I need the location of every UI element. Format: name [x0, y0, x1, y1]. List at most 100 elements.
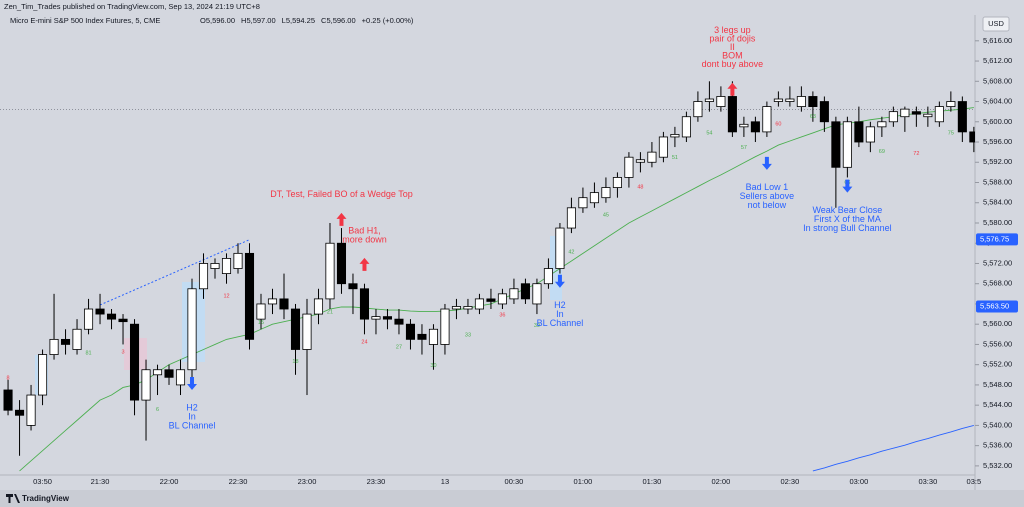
- candle-body: [773, 98, 783, 102]
- price-label-box: [976, 233, 1018, 246]
- candle-body: [440, 308, 450, 345]
- y-tick-label: 5,612.00: [983, 56, 1012, 65]
- x-tick-label: 23:30: [367, 477, 386, 486]
- candle-body: [382, 316, 393, 320]
- annotation-text: In: [188, 411, 196, 421]
- candle-body: [325, 242, 335, 300]
- candle-body: [819, 101, 829, 123]
- y-tick-label: 5,596.00: [983, 137, 1012, 146]
- annotation-arrow: [761, 156, 772, 170]
- candle-body: [83, 308, 94, 330]
- annotation-text: not below: [748, 200, 787, 210]
- bar-count: 21: [327, 310, 333, 316]
- bar-count: 8: [7, 375, 10, 381]
- bar-count: 69: [879, 149, 885, 155]
- bar-count: 6: [156, 407, 159, 413]
- candle-body: [486, 298, 496, 302]
- candle-body: [198, 263, 209, 290]
- x-tick-label: 02:00: [712, 477, 731, 486]
- candle-body: [831, 121, 841, 168]
- bar-count: 33: [465, 332, 471, 338]
- candle-body: [210, 263, 220, 269]
- bar-count: 75: [948, 130, 954, 136]
- candle-body: [934, 106, 944, 123]
- x-tick-label: 21:30: [91, 477, 110, 486]
- candle-body: [739, 123, 749, 128]
- candle-body: [38, 354, 48, 396]
- x-tick-label: 03:5: [967, 477, 982, 486]
- candle-body: [233, 252, 243, 269]
- x-tick-label: 03:50: [33, 477, 52, 486]
- annotation-arrow: [359, 257, 370, 271]
- bar-count: 27: [396, 344, 402, 350]
- annotation-text: Bad H1,: [348, 225, 381, 235]
- footer-brand: TradingView: [22, 494, 70, 503]
- candle-body: [555, 227, 565, 269]
- bar-count: 3: [121, 349, 124, 355]
- candle-body: [865, 126, 875, 143]
- ohlc-value: L5,594.25: [282, 16, 315, 25]
- y-tick-label: 5,548.00: [983, 380, 1012, 389]
- publisher: Zen_Tim_Trades published on TradingView.…: [4, 2, 260, 11]
- candle-body: [244, 252, 255, 340]
- candle-body: [405, 323, 416, 340]
- candle-body: [601, 187, 611, 199]
- currency[interactable]: USD: [988, 19, 1004, 28]
- currency-box[interactable]: [982, 16, 1010, 32]
- annotation-text: BL Channel: [537, 318, 584, 328]
- bar-count: 81: [85, 350, 91, 356]
- annotation-text: II: [730, 42, 735, 52]
- candle-body: [957, 101, 967, 133]
- candle-body: [532, 283, 542, 305]
- bar-count: 15: [258, 320, 264, 326]
- candle-body: [796, 96, 806, 107]
- bar-count: 48: [637, 185, 643, 191]
- x-tick-label: 01:30: [643, 477, 662, 486]
- bar-count: 63: [810, 114, 816, 120]
- annotation-text: H2: [554, 300, 566, 310]
- annotation-text: DT, Test, Failed BO of a Wedge Top: [270, 189, 413, 199]
- candle-body: [26, 394, 36, 426]
- candle-body: [969, 131, 975, 143]
- logo: [6, 494, 20, 503]
- x-tick-label: 22:00: [160, 477, 179, 486]
- candle-body: [118, 318, 128, 323]
- candle-body: [60, 338, 71, 345]
- candle-body: [693, 101, 703, 118]
- candle-body: [762, 106, 772, 133]
- candle-body: [911, 111, 921, 115]
- candle-body: [877, 121, 887, 128]
- y-tick-label: 5,572.00: [983, 258, 1012, 267]
- moving-average: [19, 107, 974, 472]
- bar-count: 42: [568, 249, 574, 255]
- bar-count: 51: [672, 155, 678, 161]
- x-tick-label: 03:30: [918, 477, 937, 486]
- candle-body: [348, 283, 358, 290]
- y-tick-label: 5,600.00: [983, 117, 1012, 126]
- candle-body: [49, 338, 59, 355]
- candle-body: [635, 159, 645, 163]
- candle-body: [716, 96, 726, 107]
- candle-body: [417, 333, 427, 340]
- candle-body: [290, 308, 301, 350]
- candle-body: [3, 389, 13, 411]
- candle-body: [842, 121, 852, 168]
- price-label-box: [976, 300, 1018, 313]
- candle-body: [612, 177, 622, 188]
- ohlc-value: O5,596.00: [200, 16, 235, 25]
- bar-count: 30: [430, 363, 436, 369]
- candle-body: [497, 293, 507, 305]
- candle-body: [72, 328, 82, 350]
- candle-body: [394, 318, 404, 325]
- candle-body: [923, 113, 933, 118]
- bar-count: 18: [292, 359, 298, 365]
- candle-body: [578, 197, 588, 209]
- candle-body: [175, 369, 186, 386]
- ohlc-value: +0.25 (+0.00%): [362, 16, 414, 25]
- candle-body: [463, 306, 473, 310]
- candle-body: [808, 96, 818, 107]
- candle-body: [15, 409, 25, 416]
- annotation-text: In strong Bull Channel: [803, 223, 892, 233]
- bar-count: 60: [775, 121, 781, 127]
